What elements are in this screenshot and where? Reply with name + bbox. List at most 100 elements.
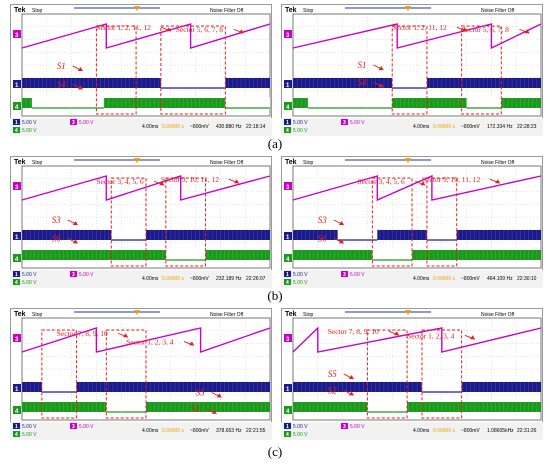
- trigger-marker: [134, 310, 140, 315]
- acquisition-state: Stop: [32, 160, 43, 166]
- ch3-sawtooth-waveform: [21, 327, 271, 353]
- svg-text:3: 3: [286, 337, 290, 343]
- clock-time: 22:21:55: [246, 428, 266, 434]
- svg-text:Sector 5, 6, 7, 8: Sector 5, 6, 7, 8: [462, 25, 510, 34]
- clock-time: 22:31:26: [517, 428, 537, 434]
- svg-text:S2: S2: [191, 404, 201, 414]
- sector-annotation: Sector 5, 6, 7, 8: [176, 25, 244, 34]
- svg-text:1: 1: [15, 424, 18, 430]
- scope-display: Tek Stop Noise Filter Off 3 1 4 Sector 7, 8, 9…: [10, 308, 272, 440]
- figure-caption: (b): [267, 288, 283, 303]
- channel-1-marker: 1: [284, 384, 292, 393]
- switch-annotation: S1: [57, 61, 83, 72]
- timebase: 4.00ms: [142, 276, 159, 282]
- ch4-pwm-waveform: [292, 249, 541, 261]
- trigger-marker: [134, 158, 140, 163]
- acquisition-state: Stop: [303, 312, 314, 318]
- svg-text:Sector 3, 4, 5, 6: Sector 3, 4, 5, 6: [96, 177, 144, 186]
- sector-highlight-box: [391, 25, 428, 115]
- sector-annotation: Sector 3, 4, 5, 6: [96, 177, 165, 186]
- ch3-sawtooth-waveform: [292, 23, 542, 50]
- trigger-position: 0.00000 s: [162, 124, 184, 130]
- ch3-scale: 5.00 V: [350, 272, 365, 278]
- svg-text:4: 4: [15, 409, 19, 415]
- sector-annotation: Sector 3, 4, 5, 6: [357, 177, 426, 186]
- trigger-level: ~800mV: [190, 276, 209, 282]
- svg-text:3: 3: [343, 272, 346, 278]
- svg-text:3: 3: [343, 424, 346, 430]
- svg-text:Sector 1, 2, 3, 4: Sector 1, 2, 3, 4: [126, 337, 174, 346]
- oscilloscope-panel-c-right: Tek Stop Noise Filter Off 3 1 4 Sector 7, 8, 9…: [281, 308, 543, 440]
- svg-text:4: 4: [286, 257, 290, 263]
- scope-display: Tek Stop Noise Filter Off 3 1 4 Sector 3, 4, 5…: [281, 156, 543, 288]
- channel-1-marker: 1: [13, 232, 21, 241]
- svg-text:Sector 7, 8, 9, 10: Sector 7, 8, 9, 10: [328, 327, 379, 336]
- ch4-scale: 5.00 V: [293, 280, 308, 286]
- ch1-pwm-waveform: [292, 77, 541, 89]
- svg-text:4: 4: [15, 432, 18, 438]
- trigger-marker: [405, 6, 411, 11]
- trigger-level: ~800mV: [461, 428, 480, 434]
- trigger-position: 0.00000 s: [433, 428, 455, 434]
- svg-text:1: 1: [15, 272, 18, 278]
- svg-text:4: 4: [15, 257, 19, 263]
- ch1-scale: 5.00 V: [22, 424, 37, 430]
- svg-text:1: 1: [286, 120, 289, 126]
- svg-text:1: 1: [15, 120, 18, 126]
- oscilloscope-panel-b-right: Tek Stop Noise Filter Off 3 1 4 Sector 3, 4, 5…: [281, 156, 543, 288]
- svg-text:3: 3: [15, 337, 19, 343]
- trigger-level: ~800mV: [190, 124, 209, 130]
- trigger-position: 0.00000 s: [162, 276, 184, 282]
- sector-highlight-box: [41, 329, 78, 419]
- svg-text:Sector 7, 8, 9, 10: Sector 7, 8, 9, 10: [57, 329, 108, 338]
- switch-annotation: S5: [196, 387, 222, 398]
- frequency-readout: 1.08605kHz: [487, 428, 514, 434]
- svg-text:1: 1: [286, 272, 289, 278]
- trigger-position: 0.00000 s: [433, 124, 455, 130]
- channel-1-marker: 1: [13, 80, 21, 89]
- sector-highlight-box: [95, 25, 137, 115]
- channel-1-marker: 1: [284, 80, 292, 89]
- timebase: 4.00ms: [413, 124, 430, 130]
- figure-caption: (a): [267, 136, 283, 151]
- svg-text:3: 3: [343, 120, 346, 126]
- sector-annotation: Sector 7, 8, 9, 10: [328, 327, 400, 336]
- ch3-scale: 5.00 V: [79, 120, 94, 126]
- svg-text:S2: S2: [328, 385, 338, 395]
- svg-text:S3: S3: [318, 215, 328, 225]
- acquisition-state: Stop: [303, 8, 314, 14]
- brand-label: Tek: [14, 7, 26, 14]
- svg-text:3: 3: [286, 33, 290, 39]
- sector-highlight-box: [160, 25, 226, 115]
- channel-4-marker: 4: [284, 406, 292, 415]
- ch1-scale: 5.00 V: [22, 120, 37, 126]
- ch3-sawtooth-waveform: [292, 174, 542, 202]
- trigger-position: 0.00000 s: [162, 428, 184, 434]
- channel-3-marker: 3: [13, 334, 21, 343]
- channel-3-marker: 3: [13, 182, 21, 191]
- svg-text:4: 4: [286, 432, 289, 438]
- svg-text:1: 1: [286, 424, 289, 430]
- ch3-sawtooth-waveform: [21, 23, 271, 49]
- ch1-pwm-waveform: [292, 229, 541, 241]
- frequency-readout: 378.653 Hz: [216, 428, 242, 434]
- figure-caption: (c): [267, 444, 283, 459]
- scope-footer: 1 5.00 V 3 5.00 V 4 5.00 V 4.00ms 0.00000 s ~800…: [10, 422, 272, 440]
- channel-3-marker: 3: [284, 334, 292, 343]
- frequency-readout: 464.109 Hz: [487, 276, 513, 282]
- svg-text:Sector 1, 2, 11, 12: Sector 1, 2, 11, 12: [392, 23, 447, 32]
- svg-text:4: 4: [15, 280, 18, 286]
- timebase: 4.00ms: [142, 124, 159, 130]
- switch-annotation: S2: [328, 385, 354, 396]
- switch-annotation: S4: [357, 77, 384, 88]
- svg-text:3: 3: [286, 185, 290, 191]
- frequency-readout: 232.189 Hz: [216, 276, 242, 282]
- oscilloscope-panel-b-left: Tek Stop Noise Filter Off 3 1 4 Sector 3, 4, 5…: [10, 156, 272, 288]
- brand-label: Tek: [14, 311, 26, 318]
- ch4-scale: 5.00 V: [22, 432, 37, 438]
- switch-annotation: S2: [191, 404, 217, 415]
- channel-3-marker: 3: [284, 30, 292, 39]
- channel-1-marker: 1: [284, 232, 292, 241]
- oscilloscope-panel-c-left: Tek Stop Noise Filter Off 3 1 4 Sector 7, 8, 9…: [10, 308, 272, 440]
- switch-annotation: S3: [52, 215, 78, 226]
